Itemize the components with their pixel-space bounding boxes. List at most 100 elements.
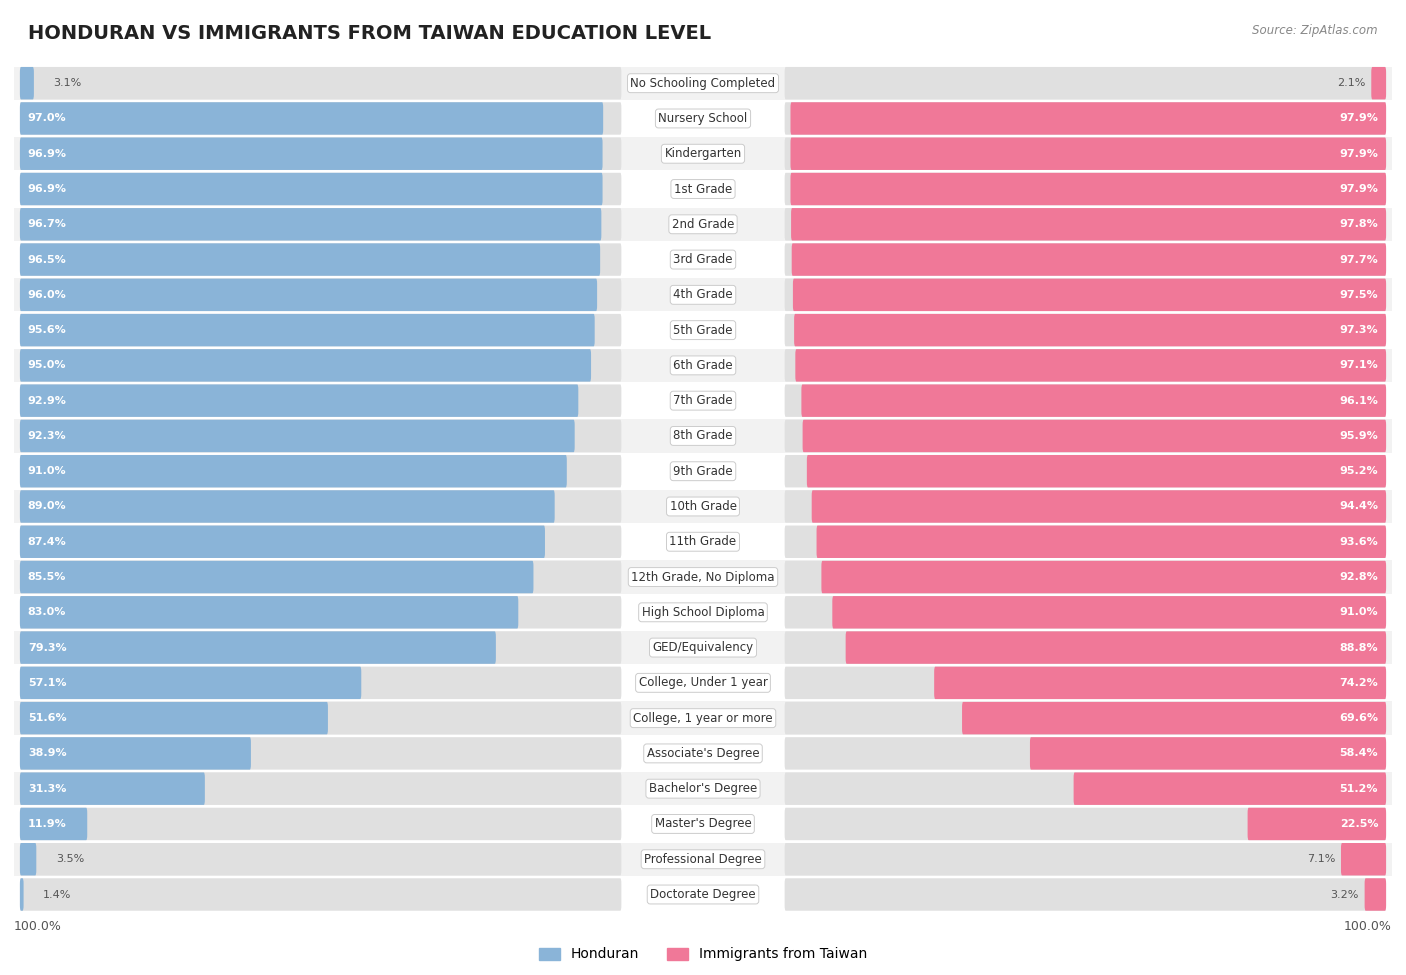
Text: 95.0%: 95.0%: [28, 361, 66, 370]
FancyBboxPatch shape: [20, 67, 34, 99]
Text: 92.9%: 92.9%: [28, 396, 66, 406]
FancyBboxPatch shape: [20, 102, 621, 135]
Text: 96.5%: 96.5%: [28, 254, 66, 264]
FancyBboxPatch shape: [20, 702, 328, 734]
Text: 88.8%: 88.8%: [1340, 643, 1378, 652]
FancyBboxPatch shape: [792, 208, 1386, 241]
Bar: [14, 418, 1392, 453]
FancyBboxPatch shape: [20, 667, 361, 699]
FancyBboxPatch shape: [792, 244, 1386, 276]
Text: HONDURAN VS IMMIGRANTS FROM TAIWAN EDUCATION LEVEL: HONDURAN VS IMMIGRANTS FROM TAIWAN EDUCA…: [28, 24, 711, 43]
FancyBboxPatch shape: [20, 314, 621, 346]
Bar: [14, 630, 1392, 665]
Text: 3rd Grade: 3rd Grade: [673, 254, 733, 266]
FancyBboxPatch shape: [785, 349, 1386, 381]
Text: 97.8%: 97.8%: [1340, 219, 1378, 229]
FancyBboxPatch shape: [803, 419, 1386, 452]
FancyBboxPatch shape: [20, 490, 555, 523]
Text: 1.4%: 1.4%: [44, 889, 72, 900]
FancyBboxPatch shape: [785, 561, 1386, 593]
Bar: [14, 207, 1392, 242]
FancyBboxPatch shape: [801, 384, 1386, 417]
FancyBboxPatch shape: [20, 702, 621, 734]
Text: 96.9%: 96.9%: [28, 184, 67, 194]
Text: 92.3%: 92.3%: [28, 431, 66, 441]
FancyBboxPatch shape: [20, 490, 621, 523]
Text: Nursery School: Nursery School: [658, 112, 748, 125]
FancyBboxPatch shape: [20, 807, 621, 840]
FancyBboxPatch shape: [832, 596, 1386, 629]
FancyBboxPatch shape: [20, 807, 87, 840]
Text: 3.2%: 3.2%: [1330, 889, 1358, 900]
Text: 1st Grade: 1st Grade: [673, 182, 733, 196]
FancyBboxPatch shape: [20, 419, 575, 452]
FancyBboxPatch shape: [20, 632, 621, 664]
Text: 83.0%: 83.0%: [28, 607, 66, 617]
Text: 51.2%: 51.2%: [1340, 784, 1378, 794]
FancyBboxPatch shape: [20, 208, 621, 241]
Text: 7.1%: 7.1%: [1306, 854, 1336, 864]
Text: Doctorate Degree: Doctorate Degree: [650, 888, 756, 901]
FancyBboxPatch shape: [20, 561, 533, 593]
Text: 74.2%: 74.2%: [1340, 678, 1378, 687]
FancyBboxPatch shape: [20, 737, 250, 769]
Bar: [14, 877, 1392, 913]
Bar: [14, 700, 1392, 736]
FancyBboxPatch shape: [20, 596, 621, 629]
Bar: [14, 771, 1392, 806]
FancyBboxPatch shape: [1371, 67, 1386, 99]
FancyBboxPatch shape: [785, 455, 1386, 488]
Text: 94.4%: 94.4%: [1339, 501, 1378, 512]
FancyBboxPatch shape: [20, 244, 600, 276]
FancyBboxPatch shape: [20, 102, 603, 135]
Bar: [14, 841, 1392, 877]
Text: 5th Grade: 5th Grade: [673, 324, 733, 336]
FancyBboxPatch shape: [1074, 772, 1386, 805]
FancyBboxPatch shape: [785, 526, 1386, 558]
Bar: [14, 453, 1392, 488]
Text: 3.1%: 3.1%: [53, 78, 82, 88]
FancyBboxPatch shape: [20, 632, 496, 664]
FancyBboxPatch shape: [821, 561, 1386, 593]
Text: 96.1%: 96.1%: [1340, 396, 1378, 406]
FancyBboxPatch shape: [785, 632, 1386, 664]
Legend: Honduran, Immigrants from Taiwan: Honduran, Immigrants from Taiwan: [533, 942, 873, 967]
Bar: [14, 806, 1392, 841]
Bar: [14, 242, 1392, 277]
Text: 51.6%: 51.6%: [28, 713, 66, 723]
FancyBboxPatch shape: [20, 878, 24, 911]
FancyBboxPatch shape: [785, 102, 1386, 135]
FancyBboxPatch shape: [785, 490, 1386, 523]
FancyBboxPatch shape: [790, 137, 1386, 170]
FancyBboxPatch shape: [20, 667, 621, 699]
Text: 97.1%: 97.1%: [1340, 361, 1378, 370]
Text: 97.7%: 97.7%: [1340, 254, 1378, 264]
Text: 97.9%: 97.9%: [1340, 113, 1378, 124]
FancyBboxPatch shape: [20, 843, 621, 876]
FancyBboxPatch shape: [790, 102, 1386, 135]
FancyBboxPatch shape: [20, 384, 621, 417]
Text: 79.3%: 79.3%: [28, 643, 66, 652]
Text: 91.0%: 91.0%: [1340, 607, 1378, 617]
FancyBboxPatch shape: [20, 137, 603, 170]
FancyBboxPatch shape: [20, 878, 621, 911]
FancyBboxPatch shape: [20, 173, 603, 206]
FancyBboxPatch shape: [20, 173, 621, 206]
Bar: [14, 65, 1392, 100]
FancyBboxPatch shape: [807, 455, 1386, 488]
FancyBboxPatch shape: [785, 173, 1386, 206]
FancyBboxPatch shape: [785, 137, 1386, 170]
Text: 2.1%: 2.1%: [1337, 78, 1365, 88]
Text: 95.6%: 95.6%: [28, 325, 66, 335]
Text: Master's Degree: Master's Degree: [655, 817, 751, 831]
Bar: [14, 100, 1392, 136]
FancyBboxPatch shape: [20, 843, 37, 876]
Text: 95.2%: 95.2%: [1340, 466, 1378, 476]
Text: 100.0%: 100.0%: [1344, 919, 1392, 933]
Text: Kindergarten: Kindergarten: [665, 147, 741, 160]
Text: Professional Degree: Professional Degree: [644, 853, 762, 866]
FancyBboxPatch shape: [790, 173, 1386, 206]
FancyBboxPatch shape: [785, 208, 1386, 241]
FancyBboxPatch shape: [785, 314, 1386, 346]
FancyBboxPatch shape: [796, 349, 1386, 381]
